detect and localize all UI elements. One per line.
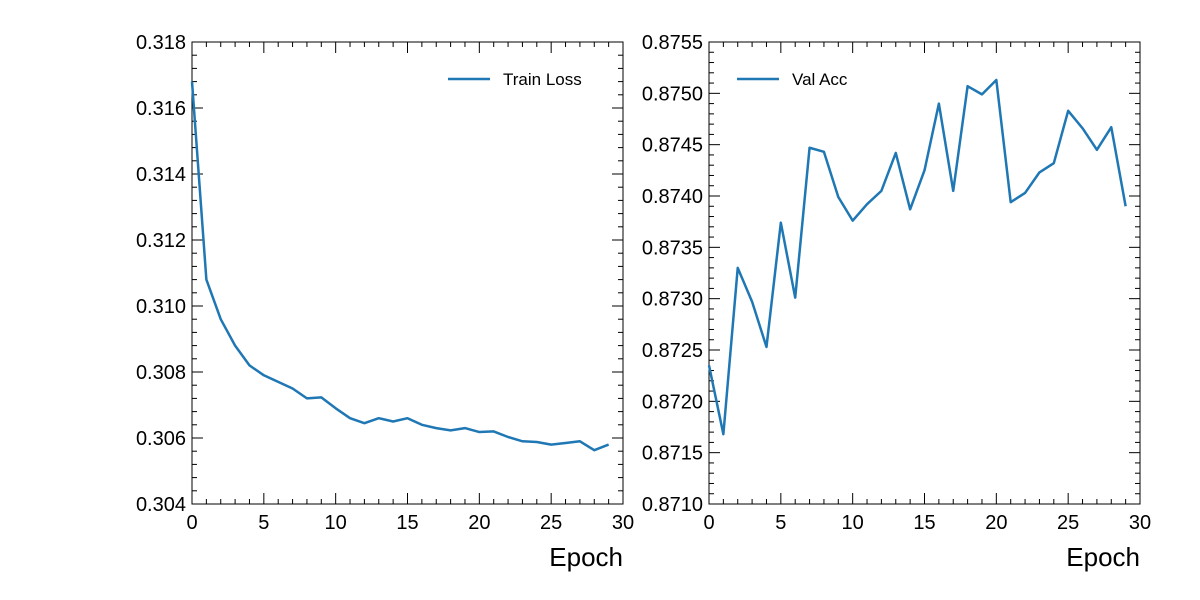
- plot-frame: [708, 41, 1141, 505]
- y-tick-label: 0.8725: [642, 340, 703, 362]
- x-axis-title: Epoch: [549, 542, 623, 572]
- plot-frame: [191, 41, 624, 505]
- y-tick-label: 0.8750: [642, 83, 703, 105]
- y-tick-label: 0.310: [136, 296, 186, 318]
- x-tick-label: 15: [396, 512, 418, 534]
- x-tick-label: 5: [258, 512, 269, 534]
- legend: Val Acc: [737, 70, 848, 89]
- x-axis-title: Epoch: [1066, 542, 1140, 572]
- series-line-train-loss: [190, 81, 610, 452]
- y-tick-label: 0.8710: [642, 494, 703, 516]
- x-tick-label: 5: [775, 512, 786, 534]
- x-tick-label: 0: [186, 512, 197, 534]
- x-tick-label: 30: [612, 512, 634, 534]
- x-tick-label: 20: [468, 512, 490, 534]
- y-tick-label: 0.314: [136, 164, 186, 186]
- legend: Train Loss: [448, 70, 582, 89]
- x-tick-label: 15: [913, 512, 935, 534]
- y-tick-label: 0.316: [136, 98, 186, 120]
- y-tick-label: 0.8720: [642, 391, 703, 413]
- y-tick-label: 0.308: [136, 362, 186, 384]
- y-tick-label: 0.304: [136, 494, 186, 516]
- x-tick-label: 30: [1129, 512, 1151, 534]
- y-tick-label: 0.8715: [642, 443, 703, 465]
- y-tick-label: 0.306: [136, 428, 186, 450]
- y-tick-label: 0.312: [136, 230, 186, 252]
- chart-panel-val-acc: 0 5 10 15 20 25 30 0.8710 0.8715 0.8720 0.8725 0.87…: [642, 32, 1151, 572]
- x-tick-label: 10: [325, 512, 347, 534]
- y-tick-label: 0.318: [136, 32, 186, 54]
- x-tick-label: 20: [985, 512, 1007, 534]
- legend-label: Train Loss: [503, 70, 582, 89]
- y-tick-label: 0.8755: [642, 32, 703, 54]
- legend-label: Val Acc: [792, 70, 848, 89]
- y-tick-label: 0.8745: [642, 135, 703, 157]
- y-tick-label: 0.8730: [642, 289, 703, 311]
- x-tick-label: 10: [842, 512, 864, 534]
- x-tick-label: 25: [540, 512, 562, 534]
- series-line-val-acc: [707, 78, 1127, 436]
- y-tick-label: 0.8735: [642, 237, 703, 259]
- x-tick-label: 25: [1057, 512, 1079, 534]
- x-tick-label: 0: [703, 512, 714, 534]
- y-tick-label: 0.8740: [642, 186, 703, 208]
- chart-panel-train-loss: 0 5 10 15 20 25 30 0.304 0.306 0.308 0.310 0.312 0.3…: [136, 32, 634, 572]
